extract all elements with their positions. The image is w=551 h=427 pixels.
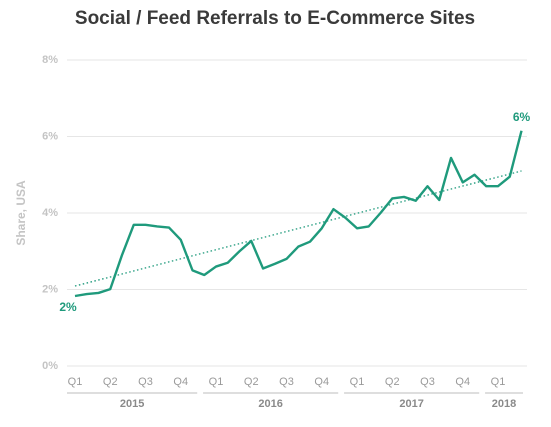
year-label: 2018 (492, 398, 516, 410)
x-tick-label: Q1 (68, 376, 83, 388)
x-tick-label: Q3 (138, 376, 153, 388)
x-tick-label: Q3 (279, 376, 294, 388)
x-tick-label: Q3 (420, 376, 435, 388)
x-tick-label: Q1 (350, 376, 365, 388)
x-tick-label: Q4 (455, 376, 470, 388)
series-line (74, 130, 523, 298)
annotation: 2% (59, 300, 77, 314)
y-tick-label: 4% (42, 207, 58, 219)
year-label: 2016 (258, 398, 282, 410)
y-tick-label: 8% (42, 54, 58, 66)
x-tick-label: Q1 (491, 376, 506, 388)
y-axis-label: Share, USA (14, 180, 28, 246)
y-tick-label: 0% (42, 360, 58, 372)
x-tick-label: Q4 (173, 376, 188, 388)
x-tick-label: Q2 (103, 376, 118, 388)
x-tick-label: Q4 (314, 376, 329, 388)
trendline (74, 170, 522, 287)
x-tick-label: Q2 (244, 376, 259, 388)
x-tick-label: Q2 (385, 376, 400, 388)
annotation: 6% (513, 110, 531, 124)
year-label: 2017 (399, 398, 423, 410)
y-tick-label: 6% (42, 130, 58, 142)
x-tick-label: Q1 (209, 376, 224, 388)
year-label: 2015 (120, 398, 144, 410)
chart-title: Social / Feed Referrals to E-Commerce Si… (75, 8, 475, 29)
y-tick-label: 2% (42, 283, 58, 295)
